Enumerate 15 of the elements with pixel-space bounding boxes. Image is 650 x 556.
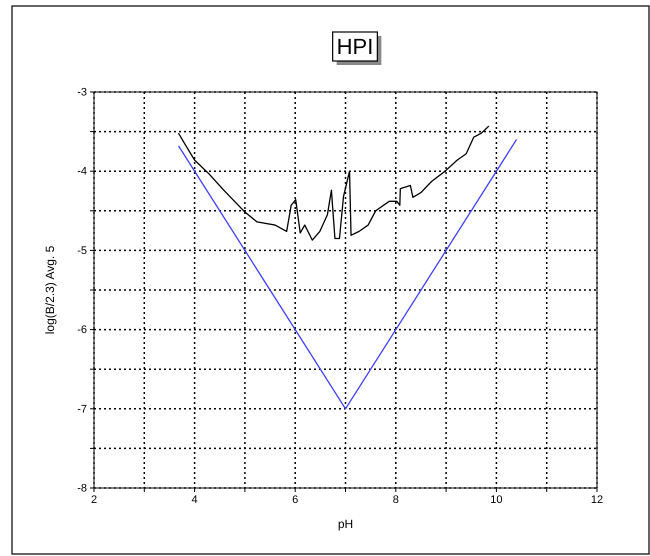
- x-tick-label: 6: [292, 494, 298, 506]
- y-tick-label: -8: [77, 482, 87, 495]
- x-tick-label: 10: [490, 494, 503, 506]
- y-tick-label: -5: [77, 244, 87, 257]
- y-tick-label: -3: [77, 86, 87, 99]
- x-axis-title: pH: [338, 517, 354, 531]
- x-tick-label: 2: [90, 494, 98, 506]
- x-tick-label: 8: [392, 494, 399, 506]
- y-tick-label: -6: [77, 324, 87, 336]
- y-tick-label: -7: [77, 403, 87, 416]
- y-axis-title: log(B/2.3) Avg. 5: [43, 245, 57, 334]
- x-tick-label: 4: [192, 494, 198, 506]
- x-tick-label: 12: [590, 494, 604, 506]
- y-tick-label: -4: [77, 166, 87, 178]
- chart-title: HPI: [336, 34, 374, 59]
